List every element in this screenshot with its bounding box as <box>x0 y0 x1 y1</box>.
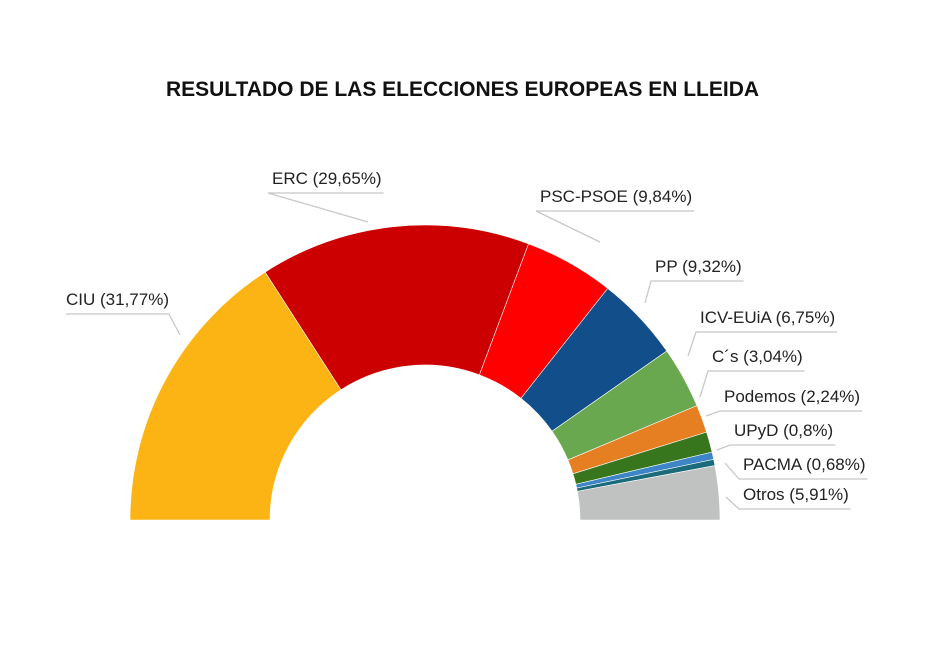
leader-line <box>687 331 838 357</box>
leader-line <box>535 210 695 243</box>
data-label: PACMA (0,68%) <box>743 455 866 474</box>
leader-line <box>699 370 805 398</box>
leader-line <box>716 444 836 451</box>
leader-line <box>725 496 851 510</box>
data-label: ICV-EUiA (6,75%) <box>700 308 835 327</box>
chart-title: RESULTADO DE LAS ELECCIONES EUROPEAS EN … <box>165 78 760 101</box>
data-label: PSC-PSOE (9,84%) <box>540 187 692 206</box>
leader-line <box>66 313 181 336</box>
slice-otros <box>576 465 721 521</box>
data-label: PP (9,32%) <box>655 257 742 276</box>
slice-erc <box>264 224 529 391</box>
leader-line <box>705 410 863 417</box>
data-label: CIU (31,77%) <box>66 290 169 309</box>
data-label: Podemos (2,24%) <box>724 387 860 406</box>
leader-line <box>644 280 744 304</box>
data-label: UPyD (0,8%) <box>734 421 833 440</box>
slice-ciu <box>129 271 342 521</box>
leader-line <box>724 462 868 480</box>
data-label: C´s (3,04%) <box>712 347 803 366</box>
leader-line <box>267 192 384 223</box>
data-label: ERC (29,65%) <box>272 169 382 188</box>
data-label: Otros (5,91%) <box>743 485 849 504</box>
